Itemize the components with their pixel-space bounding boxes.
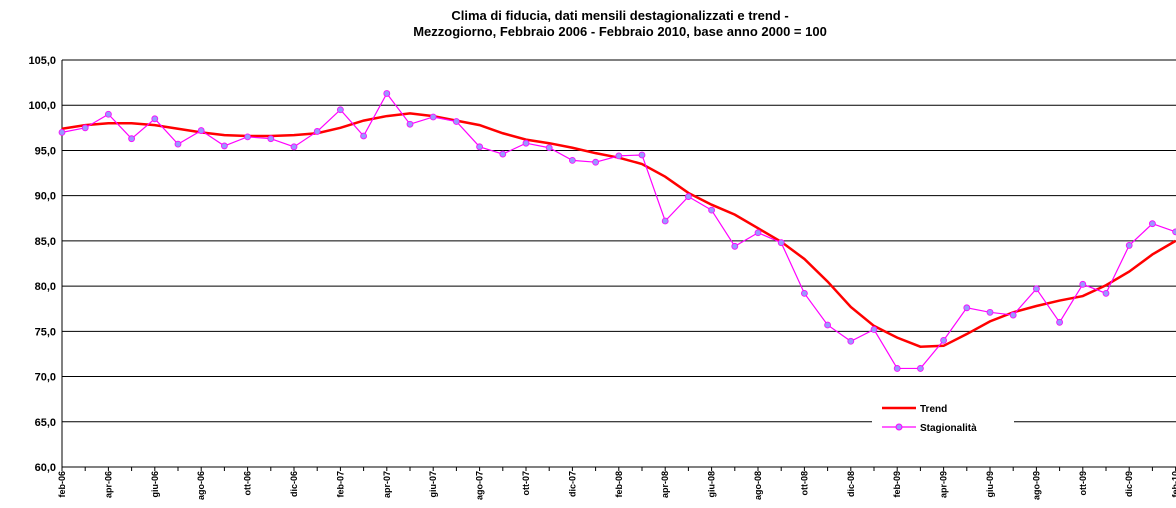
data-point bbox=[128, 135, 136, 143]
data-point bbox=[267, 135, 275, 143]
legend-box bbox=[872, 398, 1014, 436]
data-point bbox=[754, 229, 762, 237]
data-point bbox=[592, 158, 599, 166]
x-tick-label: apr-09 bbox=[939, 471, 949, 498]
y-tick-label: 80,0 bbox=[35, 281, 56, 293]
x-tick-label: dic-08 bbox=[846, 471, 856, 497]
data-point bbox=[1149, 220, 1156, 228]
data-point bbox=[963, 304, 971, 312]
data-point bbox=[105, 110, 112, 118]
data-point bbox=[406, 120, 414, 128]
x-tick-label: apr-08 bbox=[660, 471, 670, 498]
legend-label: Trend bbox=[920, 404, 947, 415]
data-point bbox=[360, 132, 368, 140]
data-point bbox=[893, 365, 901, 372]
y-tick-label: 65,0 bbox=[35, 417, 56, 429]
x-tick-label: dic-06 bbox=[289, 471, 299, 497]
y-tick-label: 95,0 bbox=[35, 145, 56, 157]
data-point bbox=[1125, 242, 1133, 249]
data-point bbox=[522, 139, 530, 147]
data-point bbox=[986, 308, 994, 316]
data-point bbox=[1033, 285, 1040, 293]
legend-label: Stagionalità bbox=[920, 423, 977, 434]
data-point bbox=[1102, 289, 1110, 297]
x-tick-label: feb-10 bbox=[1171, 471, 1176, 498]
data-point bbox=[313, 128, 321, 135]
x-tick-label: dic-07 bbox=[567, 471, 577, 497]
chart-title: Mezzogiorno, Febbraio 2006 - Febbraio 20… bbox=[413, 24, 827, 39]
data-point bbox=[452, 118, 460, 125]
x-tick-label: giu-08 bbox=[707, 471, 717, 498]
data-point bbox=[870, 326, 878, 333]
data-point bbox=[499, 150, 507, 158]
x-tick-label: ott-06 bbox=[243, 471, 253, 496]
data-point bbox=[1079, 280, 1087, 288]
x-tick-label: feb-07 bbox=[335, 471, 345, 498]
x-tick-label: ott-07 bbox=[521, 471, 531, 496]
data-point bbox=[661, 217, 669, 225]
y-tick-label: 105,0 bbox=[28, 55, 56, 67]
x-tick-label: ago-07 bbox=[475, 471, 485, 500]
y-tick-label: 75,0 bbox=[35, 326, 56, 338]
y-tick-label: 90,0 bbox=[35, 191, 56, 203]
data-point bbox=[197, 127, 205, 134]
data-point bbox=[731, 242, 739, 250]
x-tick-label: apr-06 bbox=[103, 471, 113, 498]
series-line bbox=[61, 112, 1176, 348]
data-point bbox=[615, 152, 623, 160]
y-tick-label: 85,0 bbox=[35, 236, 56, 248]
x-tick-label: dic-09 bbox=[1124, 471, 1134, 497]
data-point bbox=[1009, 311, 1017, 319]
x-tick-label: ott-09 bbox=[1078, 471, 1088, 496]
data-point bbox=[174, 140, 182, 148]
data-point bbox=[476, 143, 484, 151]
data-point bbox=[708, 206, 715, 214]
data-point bbox=[569, 156, 576, 164]
data-point bbox=[801, 289, 808, 297]
data-point bbox=[429, 113, 437, 121]
x-tick-label: feb-08 bbox=[614, 471, 624, 498]
y-tick-label: 70,0 bbox=[35, 372, 56, 384]
x-tick-label: ago-06 bbox=[196, 471, 206, 500]
data-point bbox=[545, 144, 553, 152]
data-point bbox=[81, 124, 89, 132]
data-point bbox=[151, 115, 159, 123]
x-tick-label: giu-07 bbox=[428, 471, 438, 498]
data-point bbox=[383, 90, 391, 97]
x-tick-label: giu-06 bbox=[150, 471, 160, 498]
data-point bbox=[244, 133, 252, 141]
x-tick-label: ago-09 bbox=[1031, 471, 1041, 500]
data-point bbox=[290, 143, 298, 151]
data-point bbox=[336, 106, 344, 114]
data-point bbox=[1056, 318, 1063, 326]
x-tick-label: feb-06 bbox=[57, 471, 67, 498]
x-tick-label: apr-07 bbox=[382, 471, 392, 498]
data-point bbox=[1172, 228, 1176, 236]
data-point bbox=[917, 365, 924, 372]
data-point bbox=[220, 142, 228, 150]
chart-title: Clima di fiducia, dati mensili destagion… bbox=[451, 8, 788, 23]
data-point bbox=[777, 239, 785, 247]
y-tick-label: 60,0 bbox=[35, 462, 56, 474]
data-point bbox=[940, 336, 947, 344]
x-tick-label: ott-08 bbox=[799, 471, 809, 496]
x-tick-label: giu-09 bbox=[985, 471, 995, 498]
legend-marker bbox=[895, 423, 903, 431]
y-tick-label: 100,0 bbox=[28, 100, 56, 112]
x-tick-label: feb-09 bbox=[892, 471, 902, 498]
data-point bbox=[58, 128, 66, 136]
data-point bbox=[847, 337, 855, 345]
x-tick-label: ago-08 bbox=[753, 471, 763, 500]
data-point bbox=[685, 193, 692, 200]
data-point bbox=[824, 321, 831, 329]
data-point bbox=[638, 151, 646, 159]
